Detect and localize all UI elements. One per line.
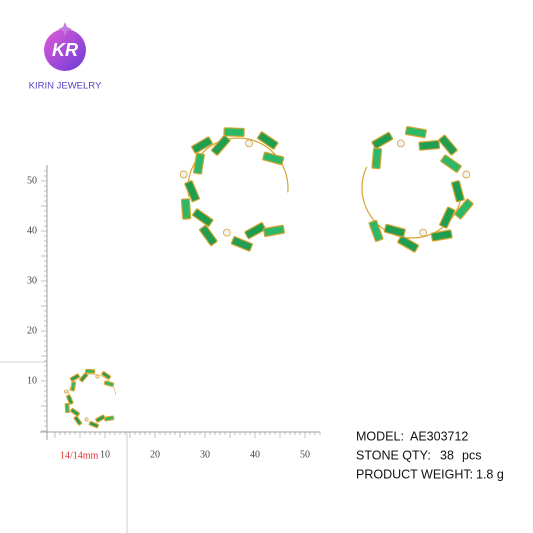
spec-label: MODEL: [356, 429, 404, 443]
baguette-stone [79, 372, 89, 383]
baguette-stone [454, 198, 474, 220]
baguette-stone [180, 198, 192, 220]
baguette-stone [103, 380, 115, 388]
baguette-stone [210, 134, 231, 156]
baguette-stone [66, 394, 74, 405]
earrings [64, 126, 474, 429]
crystal [222, 228, 231, 237]
crystal [95, 374, 100, 379]
ruler-x-label: 20 [150, 449, 160, 460]
ruler: 14/14mm 10 20 30 40 50 10 20 30 40 50 [0, 165, 321, 533]
baguette-stone [404, 126, 427, 139]
ruler-y-label: 50 [27, 175, 37, 186]
spec-value: 38 [440, 448, 454, 462]
baguette-stone [193, 152, 205, 175]
crystal [396, 139, 405, 148]
baguette-stone [88, 420, 100, 429]
spec-value: 1.8 g [476, 467, 504, 481]
baguette-stone [383, 223, 406, 238]
baguette-stone [244, 222, 267, 240]
baguette-stone [101, 371, 112, 380]
baguette-stone [73, 415, 83, 426]
spec-label: STONE QTY: [356, 448, 431, 462]
crystal [179, 170, 188, 179]
baguette-stone [368, 219, 384, 242]
baguette-stone [262, 151, 285, 166]
spec-value: AE303712 [410, 429, 468, 443]
baguette-stone [103, 415, 115, 422]
crystal [84, 417, 89, 422]
baguette-stone [199, 224, 218, 247]
baguette-stone [230, 236, 253, 252]
brand-name: KIRIN JEWELRY [29, 81, 102, 92]
baguette-stone [192, 208, 214, 227]
baguette-stone [69, 373, 80, 382]
baguette-stone [256, 131, 279, 150]
ruler-x-label: 40 [250, 449, 260, 460]
baguette-stone [439, 206, 456, 229]
baguette-stone [95, 414, 106, 423]
baguette-stone [70, 381, 77, 392]
baguette-stone [438, 134, 458, 156]
spec-label: PRODUCT WEIGHT: [356, 467, 473, 481]
ruler-y-label: 40 [27, 225, 37, 236]
baguette-stone [451, 180, 465, 203]
crystal [245, 139, 254, 148]
baguette-stone [397, 235, 419, 253]
baguette-stone [70, 408, 80, 417]
ruler-x-label: 50 [300, 449, 310, 460]
logo: KR KIRIN JEWELRY [29, 22, 102, 92]
ruler-y-label: 10 [27, 375, 37, 386]
ruler-y-label: 30 [27, 275, 37, 286]
ruler-y-label: 20 [27, 325, 37, 336]
ruler-x-label: 10 [100, 449, 110, 460]
baguette-stone [371, 147, 383, 170]
baguette-stone [263, 224, 285, 238]
baguette-stone [85, 368, 96, 374]
crystal [64, 389, 69, 394]
ruler-x-label: 30 [200, 449, 210, 460]
specs: MODEL: AE303712 STONE QTY: 38 pcs PRODUC… [356, 429, 504, 481]
logo-badge [44, 29, 86, 71]
baguette-stone [184, 180, 200, 203]
baguette-stone [440, 154, 462, 173]
baguette-stone [223, 127, 245, 138]
logo-star [58, 22, 72, 36]
crystal [462, 170, 471, 179]
earring [179, 127, 289, 252]
earring [64, 368, 117, 429]
baguette-stone [64, 402, 70, 414]
baguette-stone [191, 136, 213, 154]
size-label: 14/14mm [60, 450, 99, 461]
logo-monogram: KR [52, 40, 78, 60]
baguette-stone [371, 131, 394, 150]
baguette-stone [430, 229, 453, 242]
crystal [419, 228, 428, 237]
spec-unit: pcs [462, 448, 481, 462]
baguette-stone [418, 139, 441, 151]
earring [361, 126, 474, 253]
